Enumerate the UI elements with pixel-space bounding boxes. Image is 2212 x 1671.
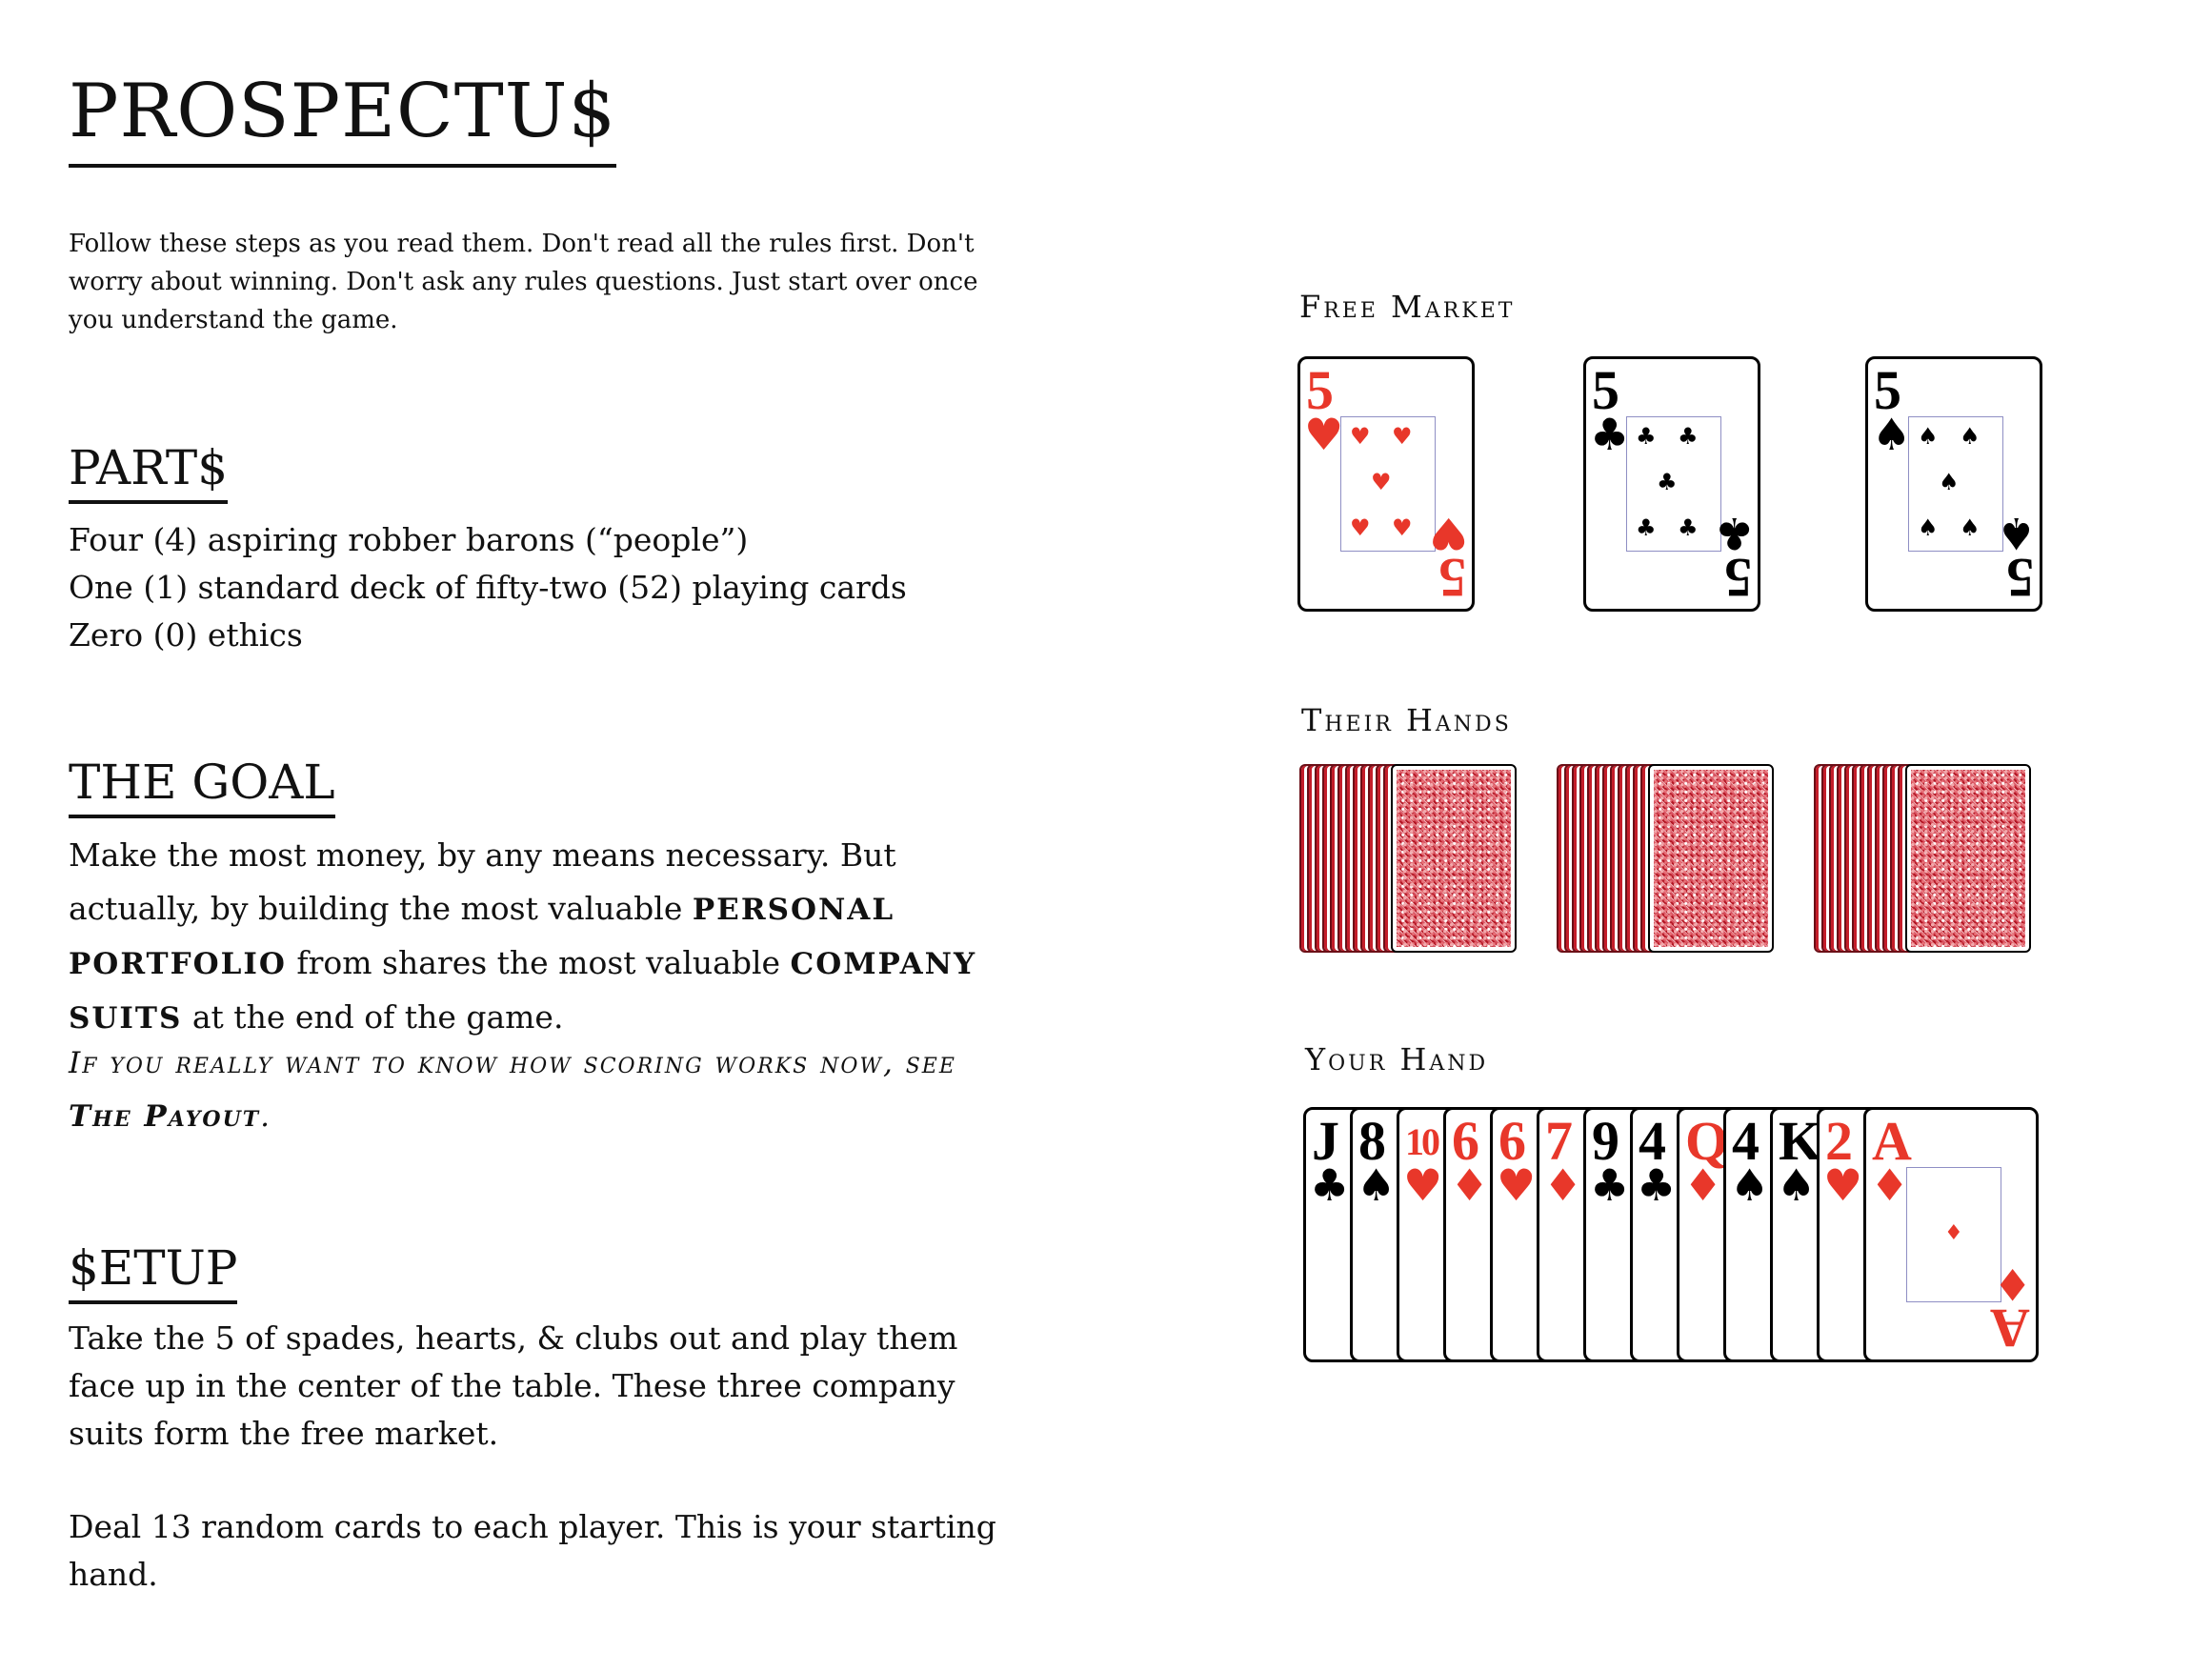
spade-icon: ♠ xyxy=(1939,469,1960,495)
card-rank: 5 xyxy=(1724,547,1752,609)
spade-icon: ♠ xyxy=(1777,1159,1817,1211)
spade-icon: ♠ xyxy=(1357,1159,1397,1211)
parts-line: Zero (0) ethics xyxy=(69,616,303,654)
card-rank: 10 xyxy=(1405,1120,1440,1163)
card-back-pattern xyxy=(1911,770,2025,947)
parts-line: One (1) standard deck of fifty-two (52) … xyxy=(69,569,907,606)
spade-icon: ♠ xyxy=(1960,514,1981,541)
club-icon: ♣ xyxy=(1636,423,1657,450)
company-suits-term: COMPANY SUITS xyxy=(69,947,977,1036)
parts-heading: PART$ xyxy=(69,444,229,504)
card-back[interactable] xyxy=(1905,764,2031,953)
goal-heading: THE GOAL xyxy=(69,758,335,818)
spade-icon: ♠ xyxy=(1918,514,1939,541)
card-rank: 5 xyxy=(1874,359,1901,421)
parts-list: Four (4) aspiring robber barons (“people… xyxy=(69,516,907,659)
card-pip-box: ♣ ♣ ♣ ♣ ♣ xyxy=(1626,416,1721,552)
card-rank: 4 xyxy=(1639,1110,1666,1172)
scoring-note-end: . xyxy=(260,1099,271,1134)
card-back-pattern xyxy=(1654,770,1768,947)
free-market-label: Free Market xyxy=(1299,289,1516,325)
card-rank: J xyxy=(1312,1110,1339,1172)
diamond-icon: ♦ xyxy=(1543,1159,1583,1211)
setup-paragraph-2: Deal 13 random cards to each player. Thi… xyxy=(69,1508,996,1593)
spade-icon: ♠ xyxy=(1960,423,1981,450)
free-market-card[interactable]: 5 ♣ ♣ ♣ ♣ ♣ ♣ ♣ 5 xyxy=(1583,356,1760,612)
card-rank: 8 xyxy=(1358,1110,1386,1172)
club-icon: ♣ xyxy=(1636,514,1657,541)
opponent-hand xyxy=(1557,764,1774,953)
their-hands-label: Their Hands xyxy=(1301,702,1512,738)
heart-icon: ♥ xyxy=(1371,469,1392,495)
goal-text-2: from shares the most valuable xyxy=(286,944,791,981)
heart-icon: ♥ xyxy=(1392,423,1413,450)
club-icon: ♣ xyxy=(1657,469,1678,495)
spade-icon: ♠ xyxy=(1872,409,1912,460)
card-rank: 5 xyxy=(2006,547,2034,609)
payout-link[interactable]: The Payout xyxy=(69,1099,261,1134)
spade-icon: ♠ xyxy=(1730,1159,1770,1211)
heart-icon: ♥ xyxy=(1350,423,1371,450)
club-icon: ♣ xyxy=(1678,423,1699,450)
opponent-hand xyxy=(1814,764,2031,953)
card-pip-box: ♠ ♠ ♠ ♠ ♠ xyxy=(1908,416,2003,552)
diamond-icon: ♦ xyxy=(1683,1159,1723,1211)
your-hand-label: Your Hand xyxy=(1305,1041,1489,1077)
card-rank: 5 xyxy=(1592,359,1619,421)
heart-icon: ♥ xyxy=(1392,514,1413,541)
card-rank: K xyxy=(1779,1110,1822,1172)
card-rank: 5 xyxy=(1438,547,1466,609)
page-title: PROSPECTU$ xyxy=(69,74,617,168)
heart-icon: ♥ xyxy=(1350,514,1371,541)
club-icon: ♣ xyxy=(1678,514,1699,541)
goal-text: Make the most money, by any means necess… xyxy=(69,829,1021,1045)
card-rank: A xyxy=(1872,1110,1912,1172)
card-rank: 6 xyxy=(1452,1110,1479,1172)
club-icon: ♣ xyxy=(1590,409,1630,460)
card-rank: 4 xyxy=(1732,1110,1760,1172)
club-icon: ♣ xyxy=(1310,1159,1350,1211)
spade-icon: ♠ xyxy=(1918,423,1939,450)
diamond-icon: ♦ xyxy=(1870,1159,1910,1211)
parts-line: Four (4) aspiring robber barons (“people… xyxy=(69,521,749,558)
card-rank: 2 xyxy=(1825,1110,1853,1172)
card-back[interactable] xyxy=(1391,764,1517,953)
card-rank: 7 xyxy=(1545,1110,1573,1172)
goal-text-1: Make the most money, by any means necess… xyxy=(69,836,896,927)
card-rank: Q xyxy=(1685,1110,1729,1172)
heart-icon: ♥ xyxy=(1823,1159,1863,1211)
card-rank: A xyxy=(1990,1298,2030,1359)
setup-heading: $ETUP xyxy=(69,1244,238,1304)
club-icon: ♣ xyxy=(1637,1159,1677,1211)
intro-text: Follow these steps as you read them. Don… xyxy=(69,230,978,334)
card-rank: 5 xyxy=(1306,359,1334,421)
card-rank: 6 xyxy=(1498,1110,1526,1172)
goal-text-3: at the end of the game. xyxy=(182,998,564,1036)
opponent-hand xyxy=(1299,764,1517,953)
card-pip-box: ♥ ♥ ♥ ♥ ♥ xyxy=(1340,416,1436,552)
scoring-note: If you really want to know how scoring w… xyxy=(69,1037,1002,1143)
personal-portfolio-term: PERSONAL PORTFOLIO xyxy=(69,893,895,981)
card-rank: 9 xyxy=(1592,1110,1619,1172)
heart-icon: ♥ xyxy=(1497,1159,1537,1211)
card-back-pattern xyxy=(1397,770,1511,947)
card-pip-box: ♦ xyxy=(1906,1167,2001,1302)
free-market-card[interactable]: 5 ♥ ♥ ♥ ♥ ♥ ♥ ♥ 5 xyxy=(1297,356,1475,612)
diamond-icon: ♦ xyxy=(1944,1221,1963,1245)
free-market-card[interactable]: 5 ♠ ♠ ♠ ♠ ♠ ♠ ♠ 5 xyxy=(1865,356,2042,612)
diamond-icon: ♦ xyxy=(1450,1159,1490,1211)
setup-paragraph-1: Take the 5 of spades, hearts, & clubs ou… xyxy=(69,1319,958,1452)
heart-icon: ♥ xyxy=(1403,1159,1443,1211)
heart-icon: ♥ xyxy=(1304,409,1344,460)
scoring-note-text: If you really want to know how scoring w… xyxy=(69,1046,956,1080)
card-back[interactable] xyxy=(1648,764,1774,953)
club-icon: ♣ xyxy=(1590,1159,1630,1211)
hand-card[interactable]: A ♦ ♦ ♦ A xyxy=(1863,1107,2039,1362)
